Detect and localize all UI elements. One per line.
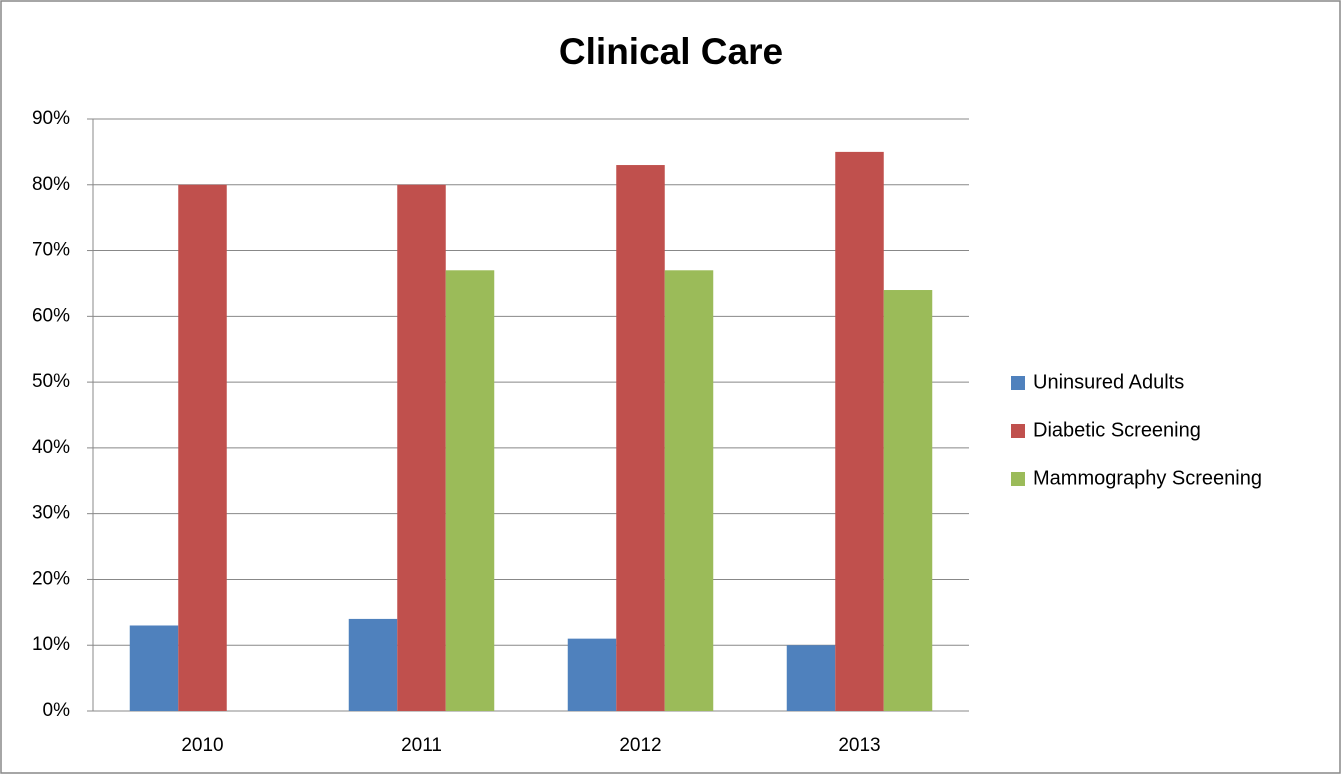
- bar: [616, 165, 665, 712]
- x-tick-label: 2011: [401, 735, 442, 756]
- y-tick-label: 70%: [32, 240, 70, 261]
- legend-swatch: [1011, 424, 1025, 438]
- y-tick-label: 60%: [32, 305, 70, 326]
- bar: [348, 618, 398, 711]
- bar: [883, 290, 933, 711]
- legend-label: Mammography Screening: [1033, 467, 1262, 489]
- y-tick-label: 10%: [32, 634, 70, 655]
- bar: [178, 184, 227, 711]
- legend-swatch: [1011, 376, 1025, 390]
- bar: [445, 270, 495, 711]
- bar: [567, 638, 617, 711]
- y-tick-label: 90%: [32, 108, 70, 129]
- chart-title: Clinical Care: [559, 31, 783, 72]
- y-tick-label: 40%: [32, 437, 70, 458]
- x-tick-label: 2013: [838, 735, 880, 756]
- legend-label: Diabetic Screening: [1033, 419, 1201, 441]
- bar: [129, 625, 179, 711]
- bar: [786, 645, 836, 711]
- bar: [664, 270, 714, 711]
- x-tick-label: 2012: [619, 735, 661, 756]
- bar: [397, 184, 446, 711]
- x-tick-label: 2010: [181, 735, 223, 756]
- y-tick-label: 30%: [32, 503, 70, 524]
- y-tick-label: 50%: [32, 371, 70, 392]
- bar: [835, 151, 884, 711]
- y-tick-label: 80%: [32, 174, 70, 195]
- legend-label: Uninsured Adults: [1033, 371, 1184, 393]
- y-tick-label: 0%: [43, 700, 71, 721]
- legend-swatch: [1011, 472, 1025, 486]
- y-tick-label: 20%: [32, 568, 70, 589]
